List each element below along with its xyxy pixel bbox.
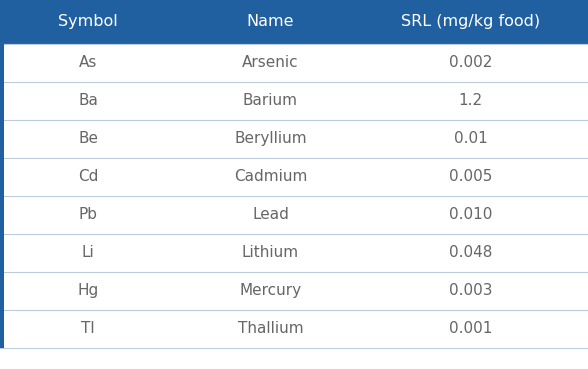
- Text: 0.001: 0.001: [449, 321, 492, 336]
- Bar: [0, 0, 588, 44]
- Text: Symbol: Symbol: [58, 14, 118, 29]
- Text: As: As: [79, 55, 98, 70]
- Text: Thallium: Thallium: [238, 321, 303, 336]
- Text: Tl: Tl: [81, 321, 95, 336]
- Bar: [0, 82, 588, 120]
- Text: SRL (mg/kg food): SRL (mg/kg food): [401, 14, 540, 29]
- Bar: [0, 44, 588, 82]
- Text: 0.048: 0.048: [449, 245, 492, 260]
- Text: Li: Li: [82, 245, 95, 260]
- Text: Pb: Pb: [79, 207, 98, 222]
- Text: 0.005: 0.005: [449, 169, 492, 184]
- Text: Hg: Hg: [78, 283, 99, 298]
- Text: Be: Be: [78, 131, 98, 146]
- Bar: [0, 196, 588, 234]
- Bar: [0, 158, 588, 196]
- Text: Ba: Ba: [78, 93, 98, 108]
- Bar: [0, 272, 588, 310]
- Text: Lithium: Lithium: [242, 245, 299, 260]
- Text: Arsenic: Arsenic: [242, 55, 299, 70]
- Text: 0.010: 0.010: [449, 207, 492, 222]
- Text: Cd: Cd: [78, 169, 98, 184]
- Bar: [0, 310, 588, 348]
- Bar: [0, 234, 588, 272]
- Text: 0.01: 0.01: [453, 131, 487, 146]
- Text: 0.002: 0.002: [449, 55, 492, 70]
- Text: Mercury: Mercury: [239, 283, 302, 298]
- Text: Name: Name: [247, 14, 294, 29]
- Bar: [0, 120, 588, 158]
- Bar: [0, 44, 4, 348]
- Text: Barium: Barium: [243, 93, 298, 108]
- Text: 1.2: 1.2: [458, 93, 483, 108]
- Text: Lead: Lead: [252, 207, 289, 222]
- Text: Beryllium: Beryllium: [234, 131, 307, 146]
- Text: Cadmium: Cadmium: [234, 169, 307, 184]
- Text: 0.003: 0.003: [449, 283, 492, 298]
